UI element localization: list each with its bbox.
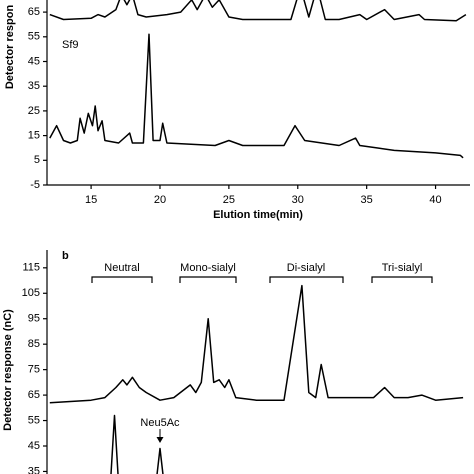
y-tick-label: 75 — [28, 364, 40, 376]
x-tick-label: 25 — [223, 194, 235, 206]
group-brackets — [91, 276, 433, 283]
bracket — [91, 276, 153, 283]
trace — [49, 284, 464, 404]
arrow-head — [156, 437, 164, 443]
arrow — [156, 429, 164, 443]
x-tick-label: 35 — [361, 194, 373, 206]
x-tick-label: 30 — [292, 194, 304, 206]
y-tick-label: 35 — [28, 80, 40, 92]
y-tick-label: 15 — [28, 130, 40, 142]
group-label: Di-sialyl — [287, 262, 326, 274]
plot-area — [49, 284, 464, 474]
annotation: Neu5Ac — [140, 417, 180, 429]
panel-label: b — [62, 250, 69, 262]
y-tick-label: 25 — [28, 105, 40, 117]
trace — [49, 0, 467, 22]
y-tick-label: -5 — [30, 179, 40, 191]
y-tick-label: 115 — [22, 262, 40, 274]
trace — [110, 414, 164, 474]
x-tick-label: 20 — [154, 194, 166, 206]
y-axis-label: Detector response (nC) — [2, 309, 14, 431]
y-tick-label: 35 — [28, 465, 40, 474]
trace — [49, 33, 464, 159]
y-tick-label: 45 — [28, 55, 40, 67]
plot-area — [49, 0, 467, 159]
y-tick-label: 55 — [28, 31, 40, 43]
y-axis-label: Detector respon — [4, 5, 16, 90]
group-label: Tri-sialyl — [382, 262, 423, 274]
x-axis-label: Elution time(min) — [213, 209, 303, 221]
y-tick-label: 65 — [28, 389, 40, 401]
y-tick-label: 45 — [28, 440, 40, 452]
x-tick-label: 15 — [85, 194, 97, 206]
x-tick-label: 40 — [429, 194, 441, 206]
y-tick-label: 85 — [28, 338, 40, 350]
bracket — [371, 276, 433, 283]
bracket — [269, 276, 344, 283]
y-tick-label: 65 — [28, 6, 40, 18]
y-tick-label: 55 — [28, 414, 40, 426]
y-tick-label: 5 — [34, 154, 40, 166]
group-label: Mono-sialyl — [180, 262, 236, 274]
y-tick-label: 95 — [28, 313, 40, 325]
bracket — [179, 276, 237, 283]
group-label: Neutral — [104, 262, 139, 274]
annotation: Sf9 — [62, 39, 79, 51]
y-tick-label: 105 — [22, 287, 40, 299]
